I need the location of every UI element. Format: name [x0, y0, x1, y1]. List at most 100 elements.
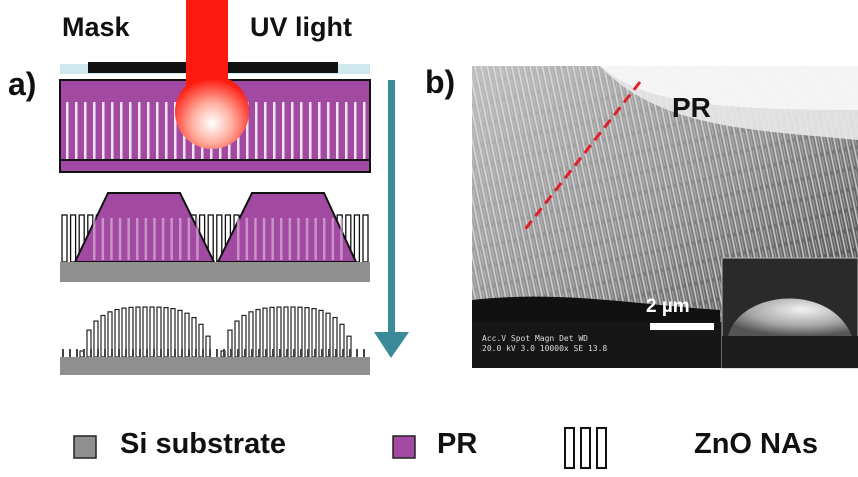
zno-rod-short: [328, 349, 330, 357]
si-substrate-step2: [60, 262, 370, 282]
zno-rod-short: [62, 349, 64, 357]
zno-rod-in-pr: [323, 218, 326, 260]
panel-a-label: a): [8, 66, 37, 102]
zno-rod: [362, 214, 369, 263]
zno-rod-in-pr: [118, 218, 122, 260]
zno-rod-short: [216, 349, 218, 357]
zno-rod-short: [286, 349, 288, 357]
zno-rod-in-pr: [170, 218, 173, 260]
zno-rod: [69, 214, 77, 263]
zno-rod-short: [181, 349, 183, 357]
zno-rod-in-pr: [314, 218, 317, 260]
zno-rod-short: [279, 349, 281, 357]
scale-bar: [650, 323, 714, 330]
zno-rod-short: [244, 349, 246, 357]
zno-rod-short: [111, 349, 113, 357]
zno-rod-in-pr: [93, 218, 96, 260]
uv-spot: [175, 75, 249, 149]
zno-rod-short: [314, 349, 316, 357]
zno-rod-in-pr: [196, 218, 199, 260]
zno-rod-in-pr: [127, 218, 130, 260]
zno-rod-short: [195, 349, 197, 357]
zno-rod-in-pr: [161, 218, 165, 260]
zno-rod-short: [118, 349, 120, 357]
legend-si-swatch: [73, 435, 97, 459]
zno-rod-in-pr: [297, 218, 300, 260]
sem-info-line2: 20.0 kV 3.0 10000x SE 13.8: [482, 344, 608, 353]
zno-rod-in-pr: [340, 218, 343, 260]
zno-rod: [353, 214, 361, 263]
zno-rod-short: [188, 349, 190, 357]
zno-rod-short: [349, 349, 351, 357]
zno-rod-short: [223, 349, 225, 357]
zno-rods-step3: [62, 306, 365, 358]
zno-rod-short: [209, 349, 211, 357]
zno-rod-in-pr: [153, 218, 156, 260]
zno-rod-in-pr: [254, 218, 257, 260]
sem-pr-label: PR: [672, 92, 711, 123]
zno-rod-short: [97, 349, 99, 357]
zno-rod-short: [272, 349, 274, 357]
zno-rod-in-pr: [101, 218, 105, 260]
zno-rod-in-pr: [237, 218, 240, 260]
sem-info-line1: Acc.V Spot Magn Det WD: [482, 334, 588, 343]
zno-rod-short: [90, 349, 92, 357]
zno-rod-short: [153, 349, 155, 357]
zno-rod-short: [146, 349, 148, 357]
step3-result: [60, 306, 370, 375]
zno-rod-in-pr: [280, 218, 283, 260]
sem-image: [472, 66, 858, 369]
scale-bar-label: 2 µm: [646, 296, 690, 317]
legend-pr-label: PR: [437, 428, 478, 460]
zno-rod-in-pr: [144, 218, 148, 260]
zno-rods-in-pr: [93, 218, 343, 260]
si-substrate-step3: [60, 357, 370, 375]
zno-rod-short: [342, 349, 344, 357]
zno-rod-short: [160, 349, 162, 357]
zno-rod-short: [307, 349, 309, 357]
zno-rod-short: [363, 349, 365, 357]
zno-rod-in-pr: [262, 218, 266, 260]
zno-rod-short: [174, 349, 176, 357]
zno-rod-short: [356, 349, 358, 357]
zno-rod-short: [251, 349, 253, 357]
zno-rod-short: [321, 349, 323, 357]
step2-developed: [60, 192, 370, 282]
pr-trapezoid-left: [73, 192, 216, 263]
uv-light-label: UV light: [250, 12, 352, 42]
zno-rod-short: [230, 349, 232, 357]
zno-rod-short: [132, 349, 134, 357]
zno-rod-short: [83, 349, 85, 357]
zno-rod-short: [237, 349, 239, 357]
pr-base-step1: [59, 159, 371, 173]
zno-rod-in-pr: [136, 218, 139, 260]
zno-rod-short: [139, 349, 141, 357]
process-arrow: [374, 80, 409, 358]
legend-si-label: Si substrate: [120, 428, 286, 460]
zno-rod-short: [300, 349, 302, 357]
zno-rod-in-pr: [288, 218, 292, 260]
zno-rod-short: [335, 349, 337, 357]
zno-rod-short: [258, 349, 260, 357]
zno-rod-short: [265, 349, 267, 357]
zno-rod-short: [76, 349, 78, 357]
zno-rod-in-pr: [110, 218, 113, 260]
step1-exposure: [59, 0, 371, 173]
zno-rod-in-pr: [331, 218, 335, 260]
legend-zno-swatch: [564, 427, 607, 469]
legend-pr-swatch: [392, 435, 416, 459]
zno-rod: [61, 214, 68, 263]
zno-rod-short: [125, 349, 127, 357]
zno-rod-in-pr: [245, 218, 249, 260]
zno-rod-short: [202, 349, 204, 357]
legend-zno-label: ZnO NAs: [694, 428, 819, 460]
zno-rod-in-pr: [271, 218, 274, 260]
zno-rod-short: [69, 349, 71, 357]
zno-rod-in-pr: [187, 218, 191, 260]
panel-b-label: b): [425, 64, 456, 100]
zno-rod-in-pr: [305, 218, 309, 260]
zno-rod-short: [167, 349, 169, 357]
zno-rod-short: [293, 349, 295, 357]
zno-rod-short: [104, 349, 106, 357]
